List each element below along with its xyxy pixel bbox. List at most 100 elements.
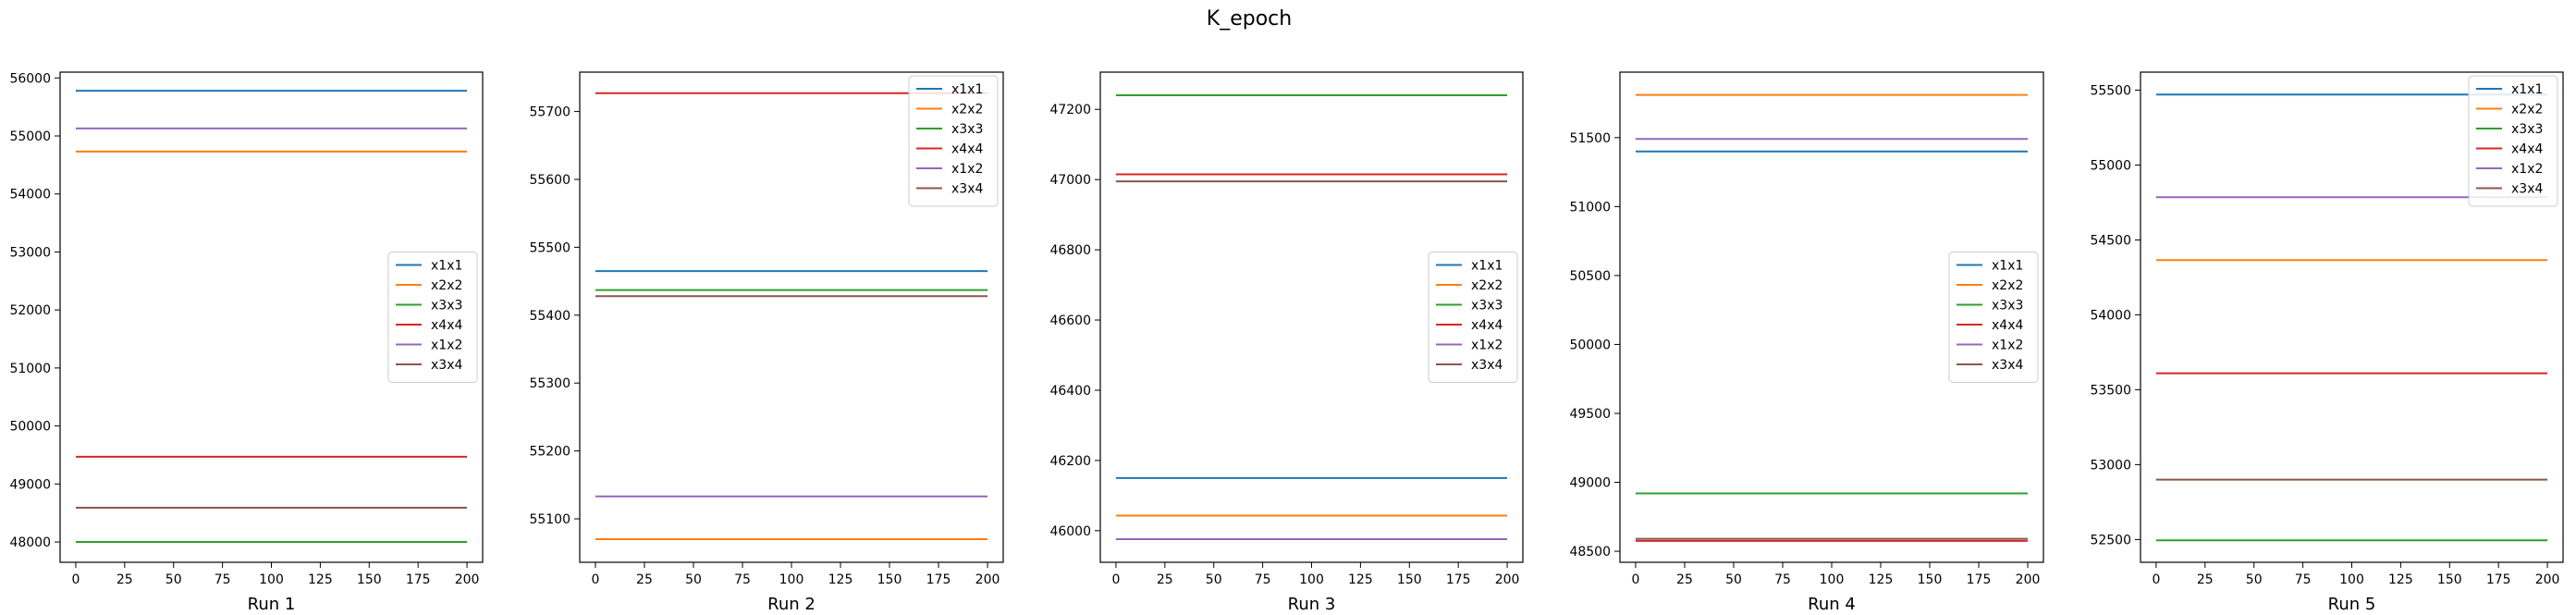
y-tick-label: 55700: [529, 105, 570, 120]
x-tick-label: 175: [1967, 572, 1992, 587]
subplot-run-1: 0 25 50 75 100 125 150 175 200 48000 49000 50000 510…: [9, 71, 484, 614]
x-axis-label: Run 5: [2328, 595, 2376, 614]
subplot-run-2: 0 25 50 75 100 125 150 175 200 55100 55200 55300 554…: [529, 71, 1004, 614]
y-tick-label: 49000: [9, 477, 51, 492]
x-tick-label: 50: [1725, 572, 1742, 587]
y-tick-label: 55000: [2090, 158, 2131, 173]
x-tick-label: 100: [1820, 572, 1845, 587]
y-tick-label: 54000: [9, 188, 51, 203]
legend: x1x1 x2x2 x3x3 x4x4 x1x2 x3x4: [2468, 75, 2558, 207]
y-tick-label: 46200: [1049, 454, 1091, 469]
legend-label-x1x1: x1x1: [1471, 259, 1503, 274]
legend-label-x3x3: x3x3: [951, 122, 983, 137]
x-axis-label: Run 1: [248, 595, 296, 614]
x-tick-label: 75: [734, 572, 751, 587]
x-tick-label: 25: [1676, 572, 1693, 587]
legend-label-x4x4: x4x4: [1992, 318, 2023, 333]
x-tick-label: 100: [2339, 572, 2364, 587]
x-tick-label: 0: [1111, 572, 1120, 587]
x-axis-label: Run 2: [767, 595, 816, 614]
y-tick-label: 53000: [2090, 458, 2131, 473]
subplot-run-3: 0 25 50 75 100 125 150 175 200 46000 46200 46400 466…: [1049, 71, 1524, 614]
legend: x1x1 x2x2 x3x3 x4x4 x1x2 x3x4: [1428, 252, 1518, 383]
figure-title: K_epoch: [1207, 7, 1292, 31]
x-tick-label: 50: [1206, 572, 1222, 587]
y-tick-label: 55300: [529, 376, 570, 391]
legend-label-x4x4: x4x4: [431, 318, 462, 333]
x-tick-label: 50: [166, 572, 182, 587]
y-tick-label: 48000: [9, 535, 51, 550]
x-tick-label: 125: [828, 572, 853, 587]
x-tick-label: 75: [1255, 572, 1271, 587]
x-tick-label: 25: [2197, 572, 2214, 587]
x-tick-label: 75: [2295, 572, 2312, 587]
x-tick-label: 175: [2486, 572, 2511, 587]
y-tick-label: 55400: [529, 309, 570, 324]
x-tick-label: 125: [2388, 572, 2413, 587]
y-tick-label: 55000: [9, 129, 51, 144]
legend-label-x4x4: x4x4: [951, 142, 983, 157]
x-tick-label: 125: [1869, 572, 1894, 587]
x-tick-label: 25: [117, 572, 133, 587]
y-tick-label: 51000: [1569, 200, 1611, 215]
x-tick-label: 0: [1632, 572, 1640, 587]
y-tick-label: 51000: [9, 362, 51, 376]
y-tick-label: 50000: [1569, 338, 1611, 352]
x-tick-label: 150: [1918, 572, 1943, 587]
x-tick-label: 0: [71, 572, 80, 587]
y-tick-label: 50500: [1569, 269, 1611, 284]
legend-label-x4x4: x4x4: [2511, 142, 2543, 157]
y-tick-label: 47200: [1049, 103, 1091, 117]
x-tick-label: 50: [685, 572, 702, 587]
x-tick-label: 150: [2437, 572, 2462, 587]
legend: x1x1 x2x2 x3x3 x4x4 x1x2 x3x4: [387, 252, 478, 383]
x-tick-label: 0: [592, 572, 600, 587]
legend-label-x3x4: x3x4: [1992, 358, 2023, 373]
x-tick-label: 150: [877, 572, 902, 587]
y-tick-label: 54500: [2090, 233, 2131, 248]
legend-label-x1x1: x1x1: [431, 259, 462, 274]
legend-label-x1x1: x1x1: [1992, 259, 2023, 274]
subplot-panels: 0 25 50 75 100 125 150 175 200480004900050000510…: [9, 71, 2564, 614]
legend: x1x1 x2x2 x3x3 x4x4 x1x2 x3x4: [1948, 252, 2039, 383]
x-axis-label: Run 3: [1288, 595, 1336, 614]
y-tick-label: 53500: [2090, 383, 2131, 398]
x-tick-label: 25: [636, 572, 653, 587]
x-tick-label: 0: [2152, 572, 2160, 587]
legend-label-x1x2: x1x2: [1992, 338, 2023, 353]
y-tick-label: 54000: [2090, 308, 2131, 323]
x-tick-label: 200: [975, 572, 1000, 587]
x-tick-label: 100: [779, 572, 804, 587]
x-tick-label: 25: [1157, 572, 1173, 587]
legend-label-x2x2: x2x2: [1471, 278, 1503, 293]
legend-label-x3x4: x3x4: [1471, 358, 1503, 373]
y-tick-label: 46400: [1049, 384, 1091, 399]
legend-label-x1x2: x1x2: [1471, 338, 1503, 353]
legend-label-x1x2: x1x2: [431, 338, 462, 353]
y-tick-label: 49000: [1569, 476, 1611, 491]
y-tick-label: 52000: [9, 303, 51, 318]
legend-label-x3x4: x3x4: [951, 182, 983, 197]
legend-label-x1x1: x1x1: [2511, 82, 2543, 97]
y-tick-label: 48500: [1569, 545, 1611, 560]
y-tick-label: 55100: [529, 512, 570, 527]
legend-label-x3x4: x3x4: [431, 358, 462, 373]
y-tick-label: 46600: [1049, 314, 1091, 328]
y-tick-label: 52500: [2090, 533, 2131, 547]
y-tick-label: 55500: [2090, 83, 2131, 98]
y-tick-label: 46000: [1049, 524, 1091, 539]
x-tick-label: 75: [1774, 572, 1791, 587]
x-tick-label: 150: [357, 572, 382, 587]
y-tick-label: 56000: [9, 71, 51, 86]
y-tick-label: 55200: [529, 445, 570, 460]
x-tick-label: 75: [215, 572, 231, 587]
y-tick-label: 55600: [529, 173, 570, 188]
subplot-run-4: 0 25 50 75 100 125 150 175 200 48500 49000 49500 500…: [1569, 71, 2044, 614]
x-tick-label: 175: [406, 572, 431, 587]
y-tick-label: 50000: [9, 420, 51, 435]
y-tick-label: 51500: [1569, 131, 1611, 146]
y-tick-label: 55500: [529, 240, 570, 255]
y-tick-label: 49500: [1569, 407, 1611, 422]
legend-label-x4x4: x4x4: [1471, 318, 1503, 333]
